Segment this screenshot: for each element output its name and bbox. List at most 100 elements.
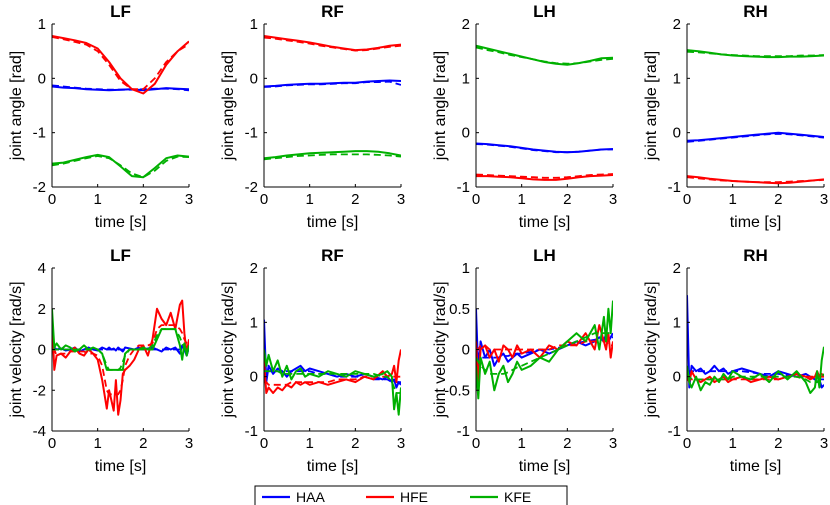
series-group	[476, 300, 613, 400]
x-tick-label: 3	[397, 435, 405, 452]
subplot-title: RF	[321, 246, 344, 265]
series-hfe-reference-line	[476, 340, 613, 351]
subplot-angle-rf: 0 1 2 3 -2 -1 0 1 RF time [s] joint angle [rad]	[220, 2, 405, 231]
x-tick-label: 2	[563, 191, 571, 208]
y-tick-label: -1	[668, 423, 681, 440]
y-tick-label: 1	[462, 70, 470, 87]
y-axis-label: joint angle [rad]	[8, 51, 25, 161]
series-hfe-reference-line	[264, 375, 401, 386]
x-tick-label: 2	[351, 435, 359, 452]
series-kfe-measured-line	[264, 150, 401, 160]
series-kfe-measured-line	[264, 349, 401, 416]
series-haa-measured-line	[264, 319, 401, 389]
series-hfe-measured-line	[476, 324, 613, 384]
subplot-angle-lf: 0 1 2 3 -2 -1 0 1 LF time [s] joint angle [rad]	[8, 2, 193, 231]
series-kfe-reference-line	[687, 50, 824, 57]
y-axis-label: joint angle [rad]	[432, 51, 449, 161]
y-tick-label: 0	[462, 125, 470, 142]
legend-label-kfe: KFE	[504, 489, 531, 505]
y-tick-label: 0	[38, 342, 46, 359]
series-kfe-reference-line	[476, 332, 613, 375]
y-tick-label: 2	[673, 16, 681, 33]
x-tick-label: 1	[517, 435, 525, 452]
x-tick-label: 1	[728, 435, 736, 452]
x-tick-label: 0	[683, 191, 691, 208]
series-kfe-measured-line	[687, 346, 824, 394]
subplot-title: LH	[533, 2, 556, 21]
series-haa-reference-line	[52, 84, 189, 92]
y-tick-label: 1	[250, 314, 258, 331]
y-tick-label: 1	[462, 260, 470, 277]
series-hfe-reference-line	[264, 36, 401, 52]
x-axis-label: time [s]	[307, 214, 359, 231]
series-kfe-reference-line	[52, 155, 189, 179]
x-tick-label: 0	[683, 435, 691, 452]
series-hfe-reference-line	[52, 36, 189, 91]
y-tick-label: -1	[33, 125, 46, 142]
x-tick-label: 0	[472, 191, 480, 208]
y-axis-label: joint velocity [rad/s]	[8, 281, 25, 418]
y-axis-label: joint velocity [rad/s]	[220, 281, 237, 418]
y-tick-label: 2	[250, 260, 258, 277]
series-haa-measured-line	[687, 295, 824, 389]
y-tick-label: 1	[38, 16, 46, 33]
series-hfe-measured-line	[52, 299, 189, 416]
x-axis-label: time [s]	[730, 458, 782, 475]
series-hfe-reference-line	[476, 173, 613, 179]
y-tick-label: 0.5	[449, 301, 470, 318]
y-axis-label: joint angle [rad]	[220, 51, 237, 161]
subplot-title: RH	[743, 2, 768, 21]
y-tick-label: -1	[245, 125, 258, 142]
series-hfe-measured-line	[476, 174, 613, 181]
y-tick-label: -2	[33, 179, 46, 196]
x-axis-label: time [s]	[95, 214, 147, 231]
x-tick-label: 2	[351, 191, 359, 208]
x-tick-label: 0	[48, 435, 56, 452]
y-axis-label: joint velocity [rad/s]	[643, 281, 660, 418]
y-tick-label: 0	[38, 70, 46, 87]
series-hfe-reference-line	[687, 176, 824, 183]
x-tick-label: 1	[93, 435, 101, 452]
y-tick-label: -0.5	[444, 382, 470, 399]
series-kfe-reference-line	[264, 153, 401, 161]
y-tick-label: 0	[462, 342, 470, 359]
y-tick-label: -2	[245, 179, 258, 196]
subplot-title: RF	[321, 2, 344, 21]
series-group	[52, 35, 189, 179]
x-tick-label: 3	[820, 191, 828, 208]
x-axis-label: time [s]	[519, 214, 571, 231]
x-tick-label: 0	[260, 435, 268, 452]
y-tick-label: 0	[673, 369, 681, 386]
x-tick-label: 3	[397, 191, 405, 208]
subplot-velocity-lh: 0 1 2 3 -1 -0.5 0 0.5 1 LH time [s] joint velocity …	[432, 246, 617, 475]
legend-label-haa: HAA	[296, 489, 325, 505]
x-axis-label: time [s]	[95, 458, 147, 475]
subplot-title: LH	[533, 246, 556, 265]
series-haa-reference-line	[687, 132, 824, 143]
y-tick-label: 0	[250, 70, 258, 87]
x-tick-label: 3	[185, 435, 193, 452]
x-tick-label: 3	[609, 435, 617, 452]
y-tick-label: 1	[673, 314, 681, 331]
series-haa-measured-line	[687, 131, 824, 142]
legend-label-hfe: HFE	[400, 489, 428, 505]
series-group	[52, 299, 189, 416]
x-tick-label: 2	[139, 435, 147, 452]
series-kfe-reference-line	[687, 373, 824, 383]
legend: HAA HFE KFE	[254, 485, 568, 505]
subplot-title: LF	[110, 2, 131, 21]
series-group	[687, 49, 824, 185]
y-axis-label: joint angle [rad]	[643, 51, 660, 161]
x-tick-label: 3	[820, 435, 828, 452]
y-tick-label: -2	[33, 382, 46, 399]
y-axis-label: joint velocity [rad/s]	[432, 281, 449, 418]
y-tick-label: -1	[457, 423, 470, 440]
x-axis-label: time [s]	[307, 458, 359, 475]
y-tick-label: 1	[250, 16, 258, 33]
x-tick-label: 0	[48, 191, 56, 208]
